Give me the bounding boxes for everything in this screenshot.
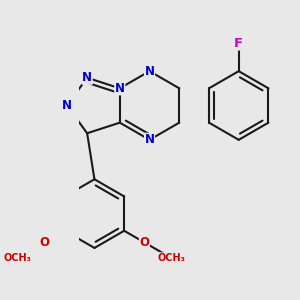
Text: N: N [145, 133, 154, 146]
Text: O: O [40, 236, 50, 249]
Text: F: F [234, 37, 243, 50]
Text: N: N [82, 71, 92, 84]
Text: N: N [115, 82, 125, 95]
Text: N: N [145, 65, 154, 78]
Text: O: O [140, 236, 149, 249]
Text: N: N [62, 99, 72, 112]
Text: OCH₃: OCH₃ [4, 253, 32, 263]
Text: OCH₃: OCH₃ [157, 253, 185, 263]
